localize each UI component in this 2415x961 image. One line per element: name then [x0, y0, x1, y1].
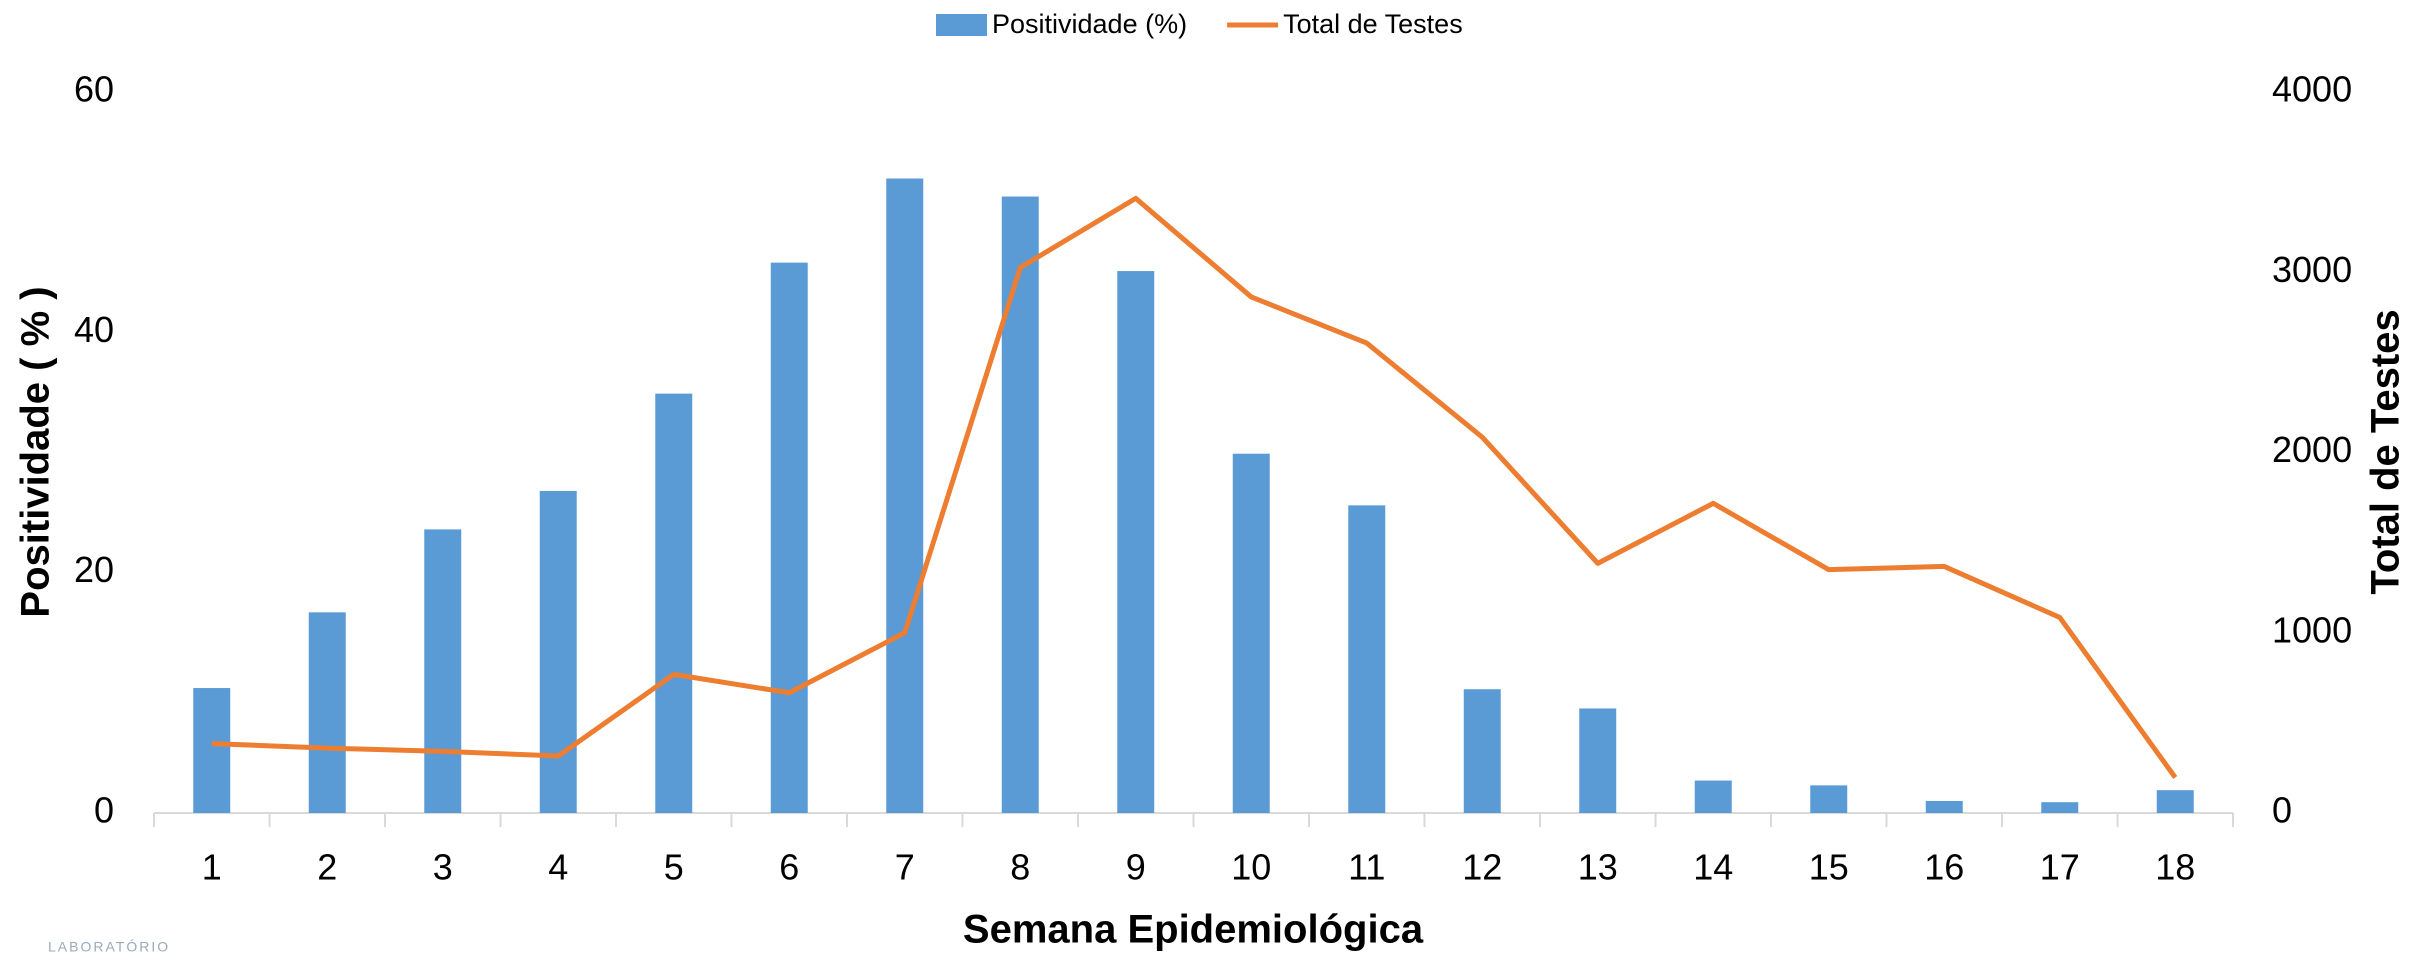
bar	[1810, 785, 1848, 813]
bar	[193, 688, 231, 813]
x-tick-label: 18	[2155, 847, 2195, 888]
y2-tick-label: 4000	[2272, 69, 2352, 110]
y-tick-label: 20	[74, 549, 114, 590]
bar	[2041, 802, 2079, 813]
bar	[886, 178, 924, 813]
x-tick-label: 1	[202, 847, 222, 888]
bar	[1694, 780, 1732, 813]
y-axis-title: Positividade ( % )	[14, 286, 58, 617]
x-tick-label: 6	[779, 847, 799, 888]
bar	[308, 612, 346, 813]
y2-tick-label: 2000	[2272, 429, 2352, 470]
x-tick-label: 9	[1126, 847, 1146, 888]
bar	[1463, 689, 1501, 813]
legend-label: Total de Testes	[1283, 9, 1463, 39]
legend-swatch	[936, 14, 987, 36]
x-tick-label: 3	[433, 847, 453, 888]
y2-tick-label: 1000	[2272, 609, 2352, 650]
x-tick-label: 4	[548, 847, 568, 888]
x-tick-label: 5	[664, 847, 684, 888]
x-tick-label: 16	[1924, 847, 1964, 888]
x-tick-label: 17	[2040, 847, 2080, 888]
bar	[1001, 196, 1039, 814]
bar	[1117, 271, 1155, 813]
bar	[424, 529, 462, 813]
y-tick-label: 60	[74, 69, 114, 110]
bar	[770, 262, 808, 813]
x-tick-label: 14	[1693, 847, 1733, 888]
bar	[2156, 790, 2194, 813]
bar	[1579, 708, 1617, 813]
watermark: LABORATÓRIO	[48, 939, 170, 955]
x-tick-label: 2	[317, 847, 337, 888]
y-tick-label: 0	[94, 790, 114, 831]
x-tick-label: 10	[1231, 847, 1271, 888]
bar	[1348, 505, 1386, 813]
line	[211, 195, 2178, 779]
x-axis-title: Semana Epidemiológica	[963, 908, 1424, 952]
x-tick-label: 8	[1010, 847, 1030, 888]
y2-tick-label: 3000	[2272, 249, 2352, 290]
y2-axis-title: Total de Testes	[2364, 309, 2408, 594]
bar	[1925, 800, 1963, 813]
y-tick-label: 40	[74, 309, 114, 350]
x-tick-label: 15	[1809, 847, 1849, 888]
x-tick-label: 11	[1348, 847, 1385, 888]
bar	[1232, 453, 1270, 813]
legend-label: Positividade (%)	[992, 9, 1187, 39]
y2-tick-label: 0	[2272, 790, 2292, 831]
x-tick-label: 7	[895, 847, 915, 888]
bar	[655, 393, 693, 813]
x-tick-label: 13	[1578, 847, 1618, 888]
x-tick-label: 12	[1462, 847, 1502, 888]
bar	[539, 490, 577, 813]
